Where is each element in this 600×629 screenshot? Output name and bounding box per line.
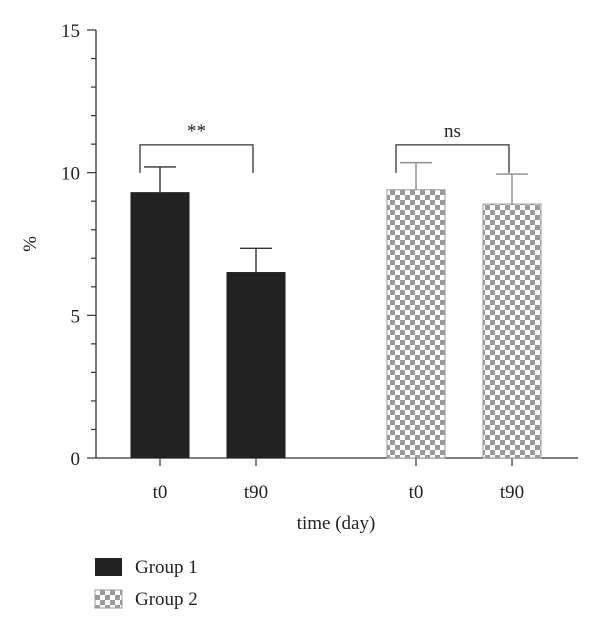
- legend-swatch-group-1: [95, 558, 122, 576]
- significance-bracket: [139, 144, 254, 173]
- legend-swatch-group-2: [94, 589, 123, 609]
- bar-group-1-t0: [130, 192, 190, 459]
- x-tick-label: t90: [244, 482, 268, 503]
- significance-label: ns: [444, 121, 461, 142]
- y-tick-label: 0: [71, 449, 81, 470]
- legend: Group 1 Group 2: [94, 557, 198, 610]
- error-bars: [144, 161, 528, 273]
- y-tick-label: 10: [61, 164, 80, 185]
- bar-group-2-t0: [386, 189, 446, 459]
- x-tick-label: t0: [409, 482, 424, 503]
- significance-bracket: [395, 144, 510, 173]
- legend-label-group-2: Group 2: [135, 589, 198, 610]
- x-axis-title: time (day): [297, 513, 376, 534]
- significance-label: **: [187, 121, 206, 142]
- x-tick-label: t90: [500, 482, 524, 503]
- y-tick-label: 15: [61, 21, 80, 42]
- bar-group-2-t90: [482, 203, 542, 459]
- bars: [130, 189, 542, 459]
- legend-label-group-1: Group 1: [135, 557, 198, 578]
- x-tick-label: t0: [153, 482, 168, 503]
- bar-group-1-t90: [226, 272, 286, 459]
- significance-brackets: ** ns: [139, 121, 510, 173]
- y-axis-title: %: [20, 236, 41, 252]
- y-tick-label: 5: [71, 306, 81, 327]
